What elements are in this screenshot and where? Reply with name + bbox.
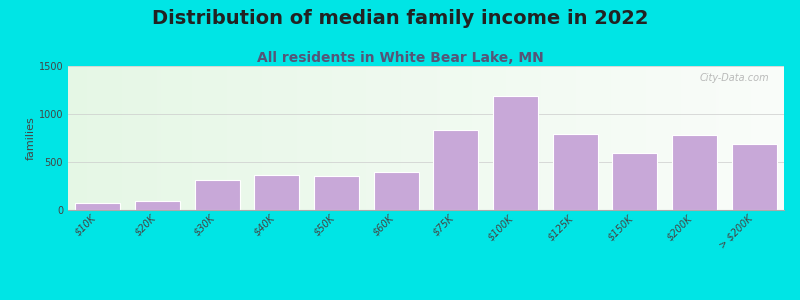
Bar — [254, 176, 299, 210]
Text: All residents in White Bear Lake, MN: All residents in White Bear Lake, MN — [257, 51, 543, 65]
Bar — [613, 153, 658, 210]
Text: City-Data.com: City-Data.com — [700, 73, 770, 83]
Bar — [75, 203, 120, 210]
Bar — [314, 176, 359, 210]
Bar — [493, 96, 538, 210]
Bar — [135, 201, 180, 210]
Bar — [553, 134, 598, 210]
Text: Distribution of median family income in 2022: Distribution of median family income in … — [152, 9, 648, 28]
Bar — [374, 172, 418, 210]
Bar — [672, 135, 717, 210]
Bar — [194, 180, 239, 210]
Bar — [732, 144, 777, 210]
Y-axis label: families: families — [26, 116, 36, 160]
Bar — [434, 130, 478, 210]
